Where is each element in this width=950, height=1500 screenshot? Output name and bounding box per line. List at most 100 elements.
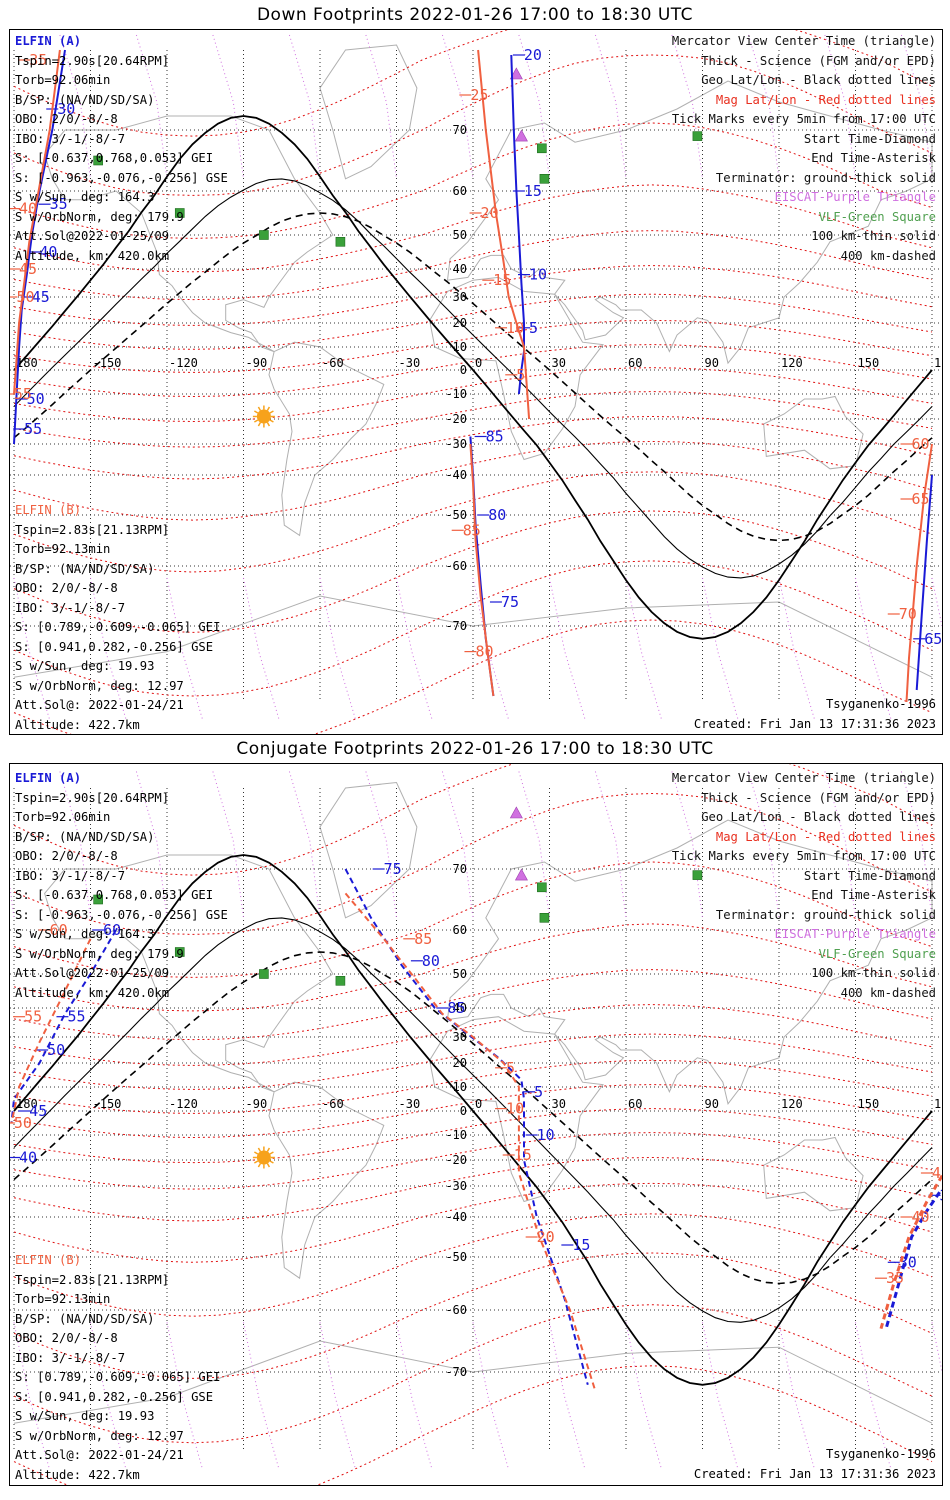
mag-meridian (365, 771, 397, 918)
eiscat-triangle-icon (514, 868, 528, 881)
mag-parallel (13, 440, 933, 521)
mag-meridian (549, 577, 586, 721)
track-time-label: 5 (516, 366, 525, 384)
info-line: S w/Sun, deg: 164.3 (15, 190, 155, 204)
lon-tick-label: -120 (169, 356, 198, 370)
track-time-label: 50 (14, 1114, 32, 1132)
footer-info: Tsyganenko-1996 Created: Fri Jan 13 17:3… (694, 695, 936, 734)
mag-parallel (13, 1213, 933, 1317)
info-line: S w/OrbNorm, deg: 179.9 (15, 209, 184, 224)
sun-ray (257, 406, 262, 411)
vlf-square-icon (259, 230, 269, 240)
legend-line: End Time-Asterisk (811, 151, 936, 165)
mag-meridian (625, 577, 663, 721)
panel-title-down: Down Footprints 2022-01-26 17:00 to 18:3… (256, 5, 694, 25)
vlf-square-icon (93, 894, 103, 905)
track-time-label: 10 (506, 1100, 524, 1118)
lat-tick-label: -40 (445, 1210, 467, 1224)
track-time-label: 20 (524, 46, 542, 64)
lon-tick-label: 120 (781, 1097, 803, 1111)
legend-line: Thick - Science (FGM and/or EPD) (701, 53, 936, 68)
lat-tick-label: -60 (445, 1303, 467, 1317)
lat-tick-label: 50 (453, 228, 467, 242)
mag-parallel (13, 923, 933, 1012)
conjugate-footprints-map: 180-150-120-90-60-3003060901201501807060… (9, 763, 943, 1486)
lat-tick-label: 70 (453, 862, 467, 876)
terminator-400km (13, 951, 933, 1285)
created-label: Created: Fri Jan 13 17:31:36 2023 (693, 1466, 936, 1481)
map-legend: Mercator View Center Time (triangle) Thi… (672, 32, 936, 266)
mag-parallel (13, 1252, 933, 1379)
elfin-a-conj-track-3 (884, 1191, 941, 1330)
sun-ray (266, 406, 271, 411)
lat-tick-label: 70 (453, 123, 467, 137)
lat-tick-label: 10 (453, 1080, 467, 1094)
mag-meridian (135, 771, 168, 918)
lat-tick-label: 0 (460, 1104, 467, 1118)
legend-line: Terminator: ground-thick solid (715, 170, 936, 185)
mag-parallel (13, 1033, 933, 1090)
legend-line: Mercator View Center Time (triangle) (671, 34, 936, 48)
track-time-label: 10 (537, 1126, 555, 1144)
track-time-label: 45 (32, 288, 50, 306)
panel-title-conjugate: Conjugate Footprints 2022-01-26 17:00 to… (236, 739, 714, 759)
conjugate-map-canvas: 180-150-120-90-60-3003060901201501807060… (10, 764, 942, 1485)
eiscat-triangle-icon (509, 67, 523, 80)
lat-tick-label: 30 (453, 290, 467, 304)
sun-disc (256, 1150, 271, 1165)
sun-ray (269, 1151, 274, 1155)
continent-north-america (44, 115, 334, 353)
track-time-label: 10 (506, 319, 524, 337)
legend-line: Tick Marks every 5min from 17:00 UTC (671, 112, 936, 126)
mag-parallel (13, 30, 933, 137)
sun-ray (269, 419, 274, 423)
vlf-square-icon (692, 131, 703, 141)
legend-line: 100 km-thin solid (811, 966, 936, 980)
mag-parallel (13, 54, 933, 196)
mag-meridian (396, 577, 433, 721)
elfin-b-info: ELFIN (B) Tspin=2.83s[21.13RPM] Torb=92.… (15, 501, 220, 734)
elfin-a-down-track-3 (13, 49, 66, 445)
vlf-square-icon (93, 155, 103, 166)
legend-line: Terminator: ground-thick solid (715, 907, 936, 922)
legend-line: 100 km-thin solid (811, 229, 936, 243)
info-line: Torb=92.13min (15, 1292, 111, 1306)
track-time-label: 75 (384, 860, 402, 878)
info-line: Tspin=2.90s[20.64RPM] (15, 790, 170, 805)
info-line: S: [0.941,0.282,-0.256] GSE (15, 1389, 214, 1404)
mag-parallel (13, 1004, 933, 1066)
info-line: Torb=92.13min (15, 542, 111, 556)
mag-meridian (472, 1322, 510, 1471)
mag-parallel (13, 344, 933, 398)
elfin-b-info: ELFIN (B) Tspin=2.83s[21.13RPM] Torb=92.… (15, 1251, 220, 1485)
mag-parallel (13, 319, 933, 373)
info-line: S w/OrbNorm, deg: 12.97 (15, 678, 184, 693)
sun-ray (269, 1160, 274, 1164)
lon-tick-label: -30 (399, 1097, 421, 1111)
info-line: B/SP: (NA/ND/SD/SA) (15, 561, 155, 576)
elfin-a-down-track-4 (915, 474, 933, 691)
track-time-label: 25 (470, 86, 488, 104)
elfin-b-conj-track (344, 892, 597, 1392)
lon-tick-label: -60 (322, 1097, 344, 1111)
lat-tick-label: 50 (453, 967, 467, 981)
mag-parallel (13, 1108, 933, 1164)
mag-meridian (671, 771, 703, 918)
track-time-label: 80 (488, 506, 506, 524)
info-line: Tspin=2.83s[21.13RPM] (15, 1272, 170, 1287)
info-line: Altitude, km: 420.0km (15, 985, 170, 1000)
legend-line: 400 km-dashed (840, 985, 936, 1000)
terminator-400km (13, 212, 933, 542)
created-label: Created: Fri Jan 13 17:31:36 2023 (693, 716, 936, 731)
track-time-label: 5 (529, 319, 538, 337)
lon-tick-label: 90 (705, 1097, 719, 1111)
vlf-square-icon (174, 947, 185, 957)
mag-meridian (319, 1322, 357, 1471)
mag-meridian (549, 1322, 586, 1471)
vlf-square-icon (692, 870, 703, 880)
continent-greenland (319, 44, 418, 180)
continent-europe-asia (446, 819, 933, 1105)
track-time-label: 50 (16, 288, 34, 306)
track-time-label: 40 (19, 200, 37, 218)
sun-ray (266, 1163, 271, 1168)
